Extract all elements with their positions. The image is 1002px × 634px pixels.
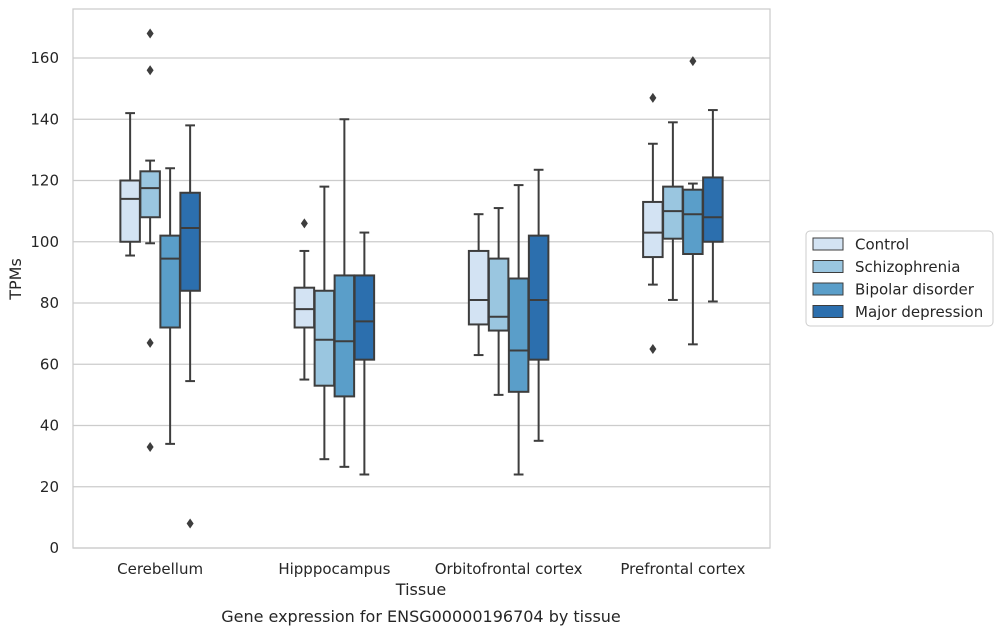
box-control [467,213,490,357]
y-tick-label: 40 [40,417,59,435]
legend-swatch [812,282,844,296]
box-body [159,234,181,329]
legend-label: Bipolar disorder [855,281,975,299]
legend-label: Schizophrenia [855,258,960,276]
box-schizophrenia [662,121,684,301]
y-tick-label: 120 [30,172,59,190]
legend-label: Control [855,236,909,254]
outlier-point [186,518,194,529]
box-bipolar-disorder [507,184,530,476]
box-body [119,179,141,243]
legend-frame [805,230,994,327]
box-body [487,257,510,332]
box-body [293,286,316,329]
outlier-point [649,343,657,354]
box-bipolar-disorder [682,56,704,346]
y-tick-label: 140 [30,110,59,128]
box-body [507,277,530,393]
box-body [467,249,490,326]
y-tick-label: 0 [49,539,59,557]
box-schizophrenia [313,185,336,461]
y-tick-label: 160 [30,49,59,67]
x-tick-labels: Cerebellum Hipppocampus Orbitofrontal cort… [117,560,745,578]
box-bipolar-disorder [333,118,356,468]
box-bipolar-disorder [159,167,181,445]
y-tick-label: 80 [40,294,59,312]
box-body [662,185,684,240]
outlier-point [300,218,308,229]
box-body [682,188,704,255]
outlier-point [689,56,697,67]
box-body [642,200,664,259]
legend: Control Schizophrenia Bipolar disorder Majo… [805,230,994,327]
outlier-point [146,65,154,76]
x-tick-label: Orbitofrontal cortex [435,560,583,578]
y-tick-labels: 0 20 40 60 80 100 120 140 160 [30,49,59,557]
box-major-depression [353,231,376,476]
legend-swatch [812,305,844,318]
box-schizophrenia [139,28,161,452]
legend-label: Major depression [855,303,983,321]
box-major-depression [527,168,550,442]
box-control [642,92,664,354]
outlier-point [649,92,657,103]
outlier-point [146,28,154,39]
box-body [179,191,201,292]
box-body [139,170,161,219]
box-major-depression [179,124,201,529]
legend-swatch [812,260,844,273]
plot-frame [72,8,771,549]
y-tick-label: 100 [30,233,59,251]
y-axis-label: TPMs [6,258,25,301]
x-tick-label: Prefrontal cortex [620,560,745,578]
box-body [527,234,550,361]
y-tick-label: 60 [40,355,59,373]
box-body [333,274,356,398]
x-tick-label: Cerebellum [117,560,203,578]
legend-swatch [812,237,844,251]
y-tick-label: 20 [40,478,59,496]
outlier-point [146,441,154,452]
outlier-point [146,337,154,348]
chart-title: Gene expression for ENSG00000196704 by t… [221,607,621,626]
box-body [353,274,376,361]
x-axis-label: Tissue [395,580,446,599]
box-body [702,176,724,243]
box-body [313,289,336,387]
x-tick-label: Hipppocampus [278,560,390,578]
box-major-depression [702,109,724,303]
boxes-layer [119,28,724,529]
